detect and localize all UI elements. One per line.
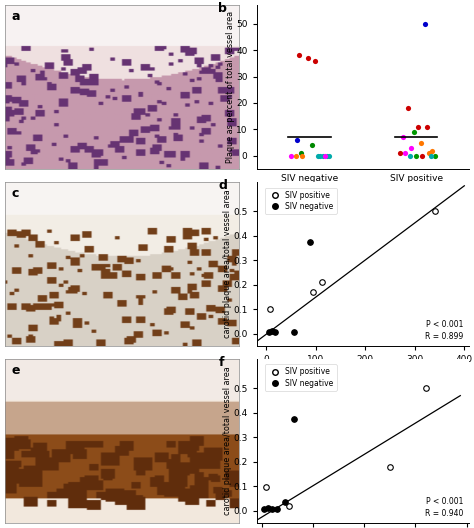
- Point: [267, 305, 274, 314]
- Point: [412, 152, 420, 160]
- Point: [319, 152, 326, 160]
- Point: [290, 414, 298, 423]
- Text: c: c: [12, 187, 19, 200]
- Text: d: d: [219, 179, 227, 192]
- Point: [414, 122, 422, 131]
- Point: [323, 152, 330, 160]
- Point: [422, 384, 429, 392]
- Text: b: b: [219, 2, 227, 15]
- Point: [292, 152, 300, 160]
- Point: [400, 133, 407, 142]
- Point: [264, 504, 272, 512]
- Point: [418, 138, 425, 147]
- Y-axis label: carotid plaque area/total vessel area: carotid plaque area/total vessel area: [223, 366, 232, 515]
- Point: [421, 20, 428, 28]
- Point: [386, 463, 393, 471]
- Text: R = 0.899: R = 0.899: [425, 332, 463, 341]
- Point: [325, 152, 333, 160]
- X-axis label: Number of CD3+ cells: Number of CD3+ cells: [316, 366, 410, 376]
- Point: [269, 326, 276, 335]
- Point: [261, 505, 268, 514]
- Point: [306, 238, 314, 246]
- Text: a: a: [12, 10, 20, 23]
- Point: [425, 149, 433, 157]
- Y-axis label: carotid plaque area/total vessel area: carotid plaque area/total vessel area: [223, 190, 232, 338]
- Point: [308, 141, 316, 149]
- Point: [295, 51, 303, 60]
- Point: [321, 152, 328, 160]
- Point: [285, 502, 292, 510]
- Point: [404, 104, 411, 112]
- Legend: SIV positive, SIV negative: SIV positive, SIV negative: [264, 187, 337, 214]
- Point: [431, 152, 439, 160]
- Text: P < 0.001: P < 0.001: [426, 320, 463, 329]
- Text: f: f: [219, 356, 224, 369]
- Point: [396, 149, 404, 157]
- Point: [310, 288, 317, 296]
- Point: [401, 149, 409, 157]
- Y-axis label: Plaque as percent of total vessel area: Plaque as percent of total vessel area: [226, 11, 235, 163]
- Point: [298, 149, 305, 157]
- Point: [407, 144, 415, 152]
- Point: [265, 328, 273, 337]
- Point: [428, 146, 436, 155]
- Text: P < 0.001: P < 0.001: [426, 497, 463, 506]
- Point: [311, 56, 319, 65]
- Point: [281, 498, 289, 506]
- Point: [290, 328, 298, 337]
- Point: [317, 152, 324, 160]
- Point: [268, 505, 276, 514]
- Point: [262, 483, 269, 492]
- Legend: SIV positive, SIV negative: SIV positive, SIV negative: [264, 364, 337, 391]
- Point: [273, 505, 281, 514]
- Point: [318, 278, 326, 287]
- Point: [406, 152, 413, 160]
- Point: [304, 54, 311, 62]
- Point: [299, 152, 306, 160]
- Point: [427, 152, 435, 160]
- Point: [272, 328, 279, 337]
- Point: [293, 136, 301, 144]
- Point: [431, 207, 438, 215]
- Point: [314, 152, 322, 160]
- Point: [410, 128, 418, 136]
- Text: e: e: [12, 364, 20, 377]
- Point: [287, 152, 294, 160]
- Point: [419, 152, 426, 160]
- Point: [423, 122, 430, 131]
- Text: R = 0.940: R = 0.940: [425, 509, 463, 518]
